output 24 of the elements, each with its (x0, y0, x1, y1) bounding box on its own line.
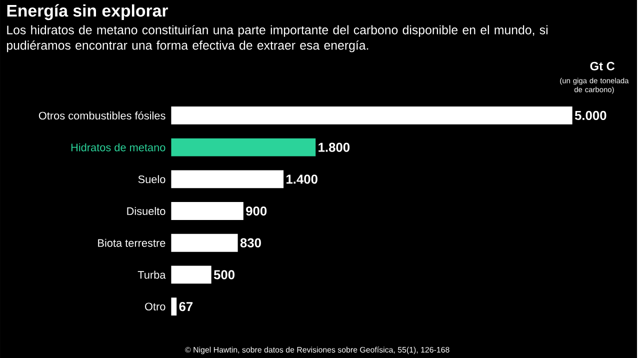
chart-subtitle: Los hidratos de metano constituirían una parte importante del carbono disponible en el mundo, si pudiéramos encontrar una forma efectiva de extraer esa energía. (6, 24, 548, 52)
y-tick-label: Hidratos de metano (71, 143, 166, 152)
data-label: 1.400 (286, 174, 318, 184)
bar (171, 170, 284, 188)
data-label: 67 (179, 302, 193, 311)
chart-title: Energía sin explorar (7, 4, 168, 20)
data-label: 5.000 (574, 110, 606, 120)
y-tick-label: Otro (145, 302, 166, 310)
y-tick-label: Turba (138, 270, 166, 279)
bar (171, 138, 316, 156)
y-tick-label: Disuelto (127, 206, 166, 215)
bar (171, 202, 244, 220)
data-label: 500 (214, 270, 234, 280)
y-tick-label: Biota terrestre (98, 238, 166, 247)
y-tick-label: Otros combustibles fósiles (38, 111, 166, 120)
data-label: 830 (240, 238, 261, 248)
data-label: 900 (246, 206, 267, 216)
bar (171, 266, 212, 284)
bar (171, 297, 177, 316)
bar (171, 106, 572, 124)
data-label: 1.800 (318, 142, 350, 152)
y-tick-label: Suelo (138, 175, 166, 184)
x-axis-title: Gt C (590, 62, 615, 70)
bar (171, 234, 238, 252)
